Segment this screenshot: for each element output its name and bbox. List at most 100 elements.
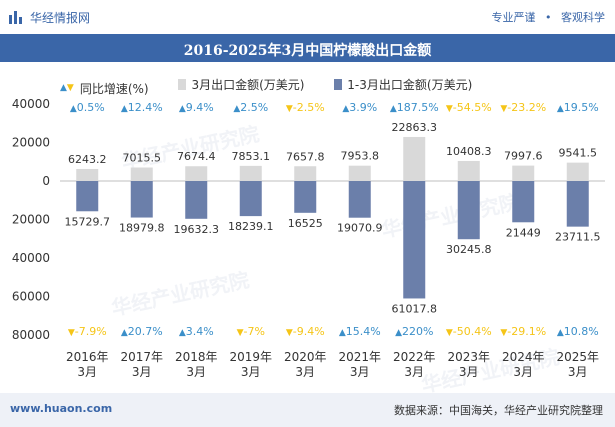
- y-tick-label: 20000: [12, 213, 50, 227]
- title-band: [0, 34, 615, 62]
- bar-march: [348, 165, 371, 181]
- bar-march: [457, 160, 480, 181]
- growth-label-bottom: ▲10.8%: [557, 325, 599, 338]
- data-label-march: 22863.3: [392, 121, 438, 134]
- data-label-q1: 18239.1: [228, 220, 274, 233]
- legend-label-march: 3月出口金额(万美元): [191, 78, 305, 92]
- x-tick-label: 2019年 3月: [229, 350, 272, 379]
- growth-label-top: ▲2.5%: [233, 101, 268, 114]
- data-label-march: 6243.2: [68, 153, 107, 166]
- legend-label-q1: 1-3月出口金额(万美元): [347, 78, 473, 92]
- footer-website[interactable]: www.huaon.com: [10, 402, 113, 415]
- x-tick-label: 2022年 3月: [393, 350, 436, 379]
- bar-march: [512, 165, 535, 181]
- legend-label-growth: 同比增速(%): [79, 81, 149, 96]
- growth-label-top: ▼-23.2%: [500, 101, 546, 114]
- bar-q1: [185, 181, 208, 219]
- data-label-march: 7657.8: [286, 150, 325, 163]
- chart-title: 2016-2025年3月中国柠檬酸出口金额: [183, 43, 432, 59]
- x-tick-label: 2025年 3月: [556, 350, 599, 379]
- bar-q1: [348, 181, 371, 218]
- bar-march: [76, 168, 99, 181]
- growth-label-bottom: ▼-29.1%: [500, 325, 546, 338]
- growth-label-bottom: ▲220%: [395, 325, 433, 338]
- y-tick-label: 40000: [12, 97, 50, 111]
- data-label-march: 7853.1: [232, 150, 271, 163]
- growth-label-bottom: ▲15.4%: [339, 325, 381, 338]
- data-label-march: 7997.6: [504, 150, 543, 163]
- growth-label-top: ▲19.5%: [557, 101, 599, 114]
- bar-logo-icon: [9, 11, 22, 24]
- x-tick-label: 2024年 3月: [502, 350, 545, 379]
- data-label-march: 10408.3: [446, 145, 492, 158]
- data-label-q1: 19070.9: [337, 222, 383, 235]
- bar-q1: [130, 181, 153, 218]
- growth-label-top: ▲9.4%: [179, 101, 214, 114]
- bar-q1: [512, 181, 535, 223]
- data-label-q1: 61017.8: [392, 302, 438, 315]
- bar-q1: [457, 181, 480, 240]
- legend-triangle-icon: ▲▼: [60, 83, 74, 93]
- top-bar: 华经情报网 专业严谨 • 客观科学: [0, 0, 615, 34]
- bar-chart: 40000 20000 0 20000 40000 60000 80000 6243.2 157…: [12, 97, 605, 379]
- growth-label-bottom: ▼-50.4%: [446, 325, 492, 338]
- data-label-q1: 21449: [506, 226, 541, 239]
- bar-march: [185, 166, 208, 181]
- y-tick-label: 20000: [12, 136, 50, 150]
- y-tick-label: 40000: [12, 251, 50, 265]
- legend-swatch-q1: [334, 79, 343, 90]
- bar-march: [566, 162, 589, 181]
- y-tick-label: 80000: [12, 328, 50, 342]
- x-tick-label: 2023年 3月: [447, 350, 490, 379]
- footer-band: [0, 393, 615, 427]
- x-tick-label: 2018年 3月: [175, 350, 218, 379]
- growth-label-bottom: ▼-9.4%: [286, 325, 325, 338]
- x-tick-label: 2020年 3月: [284, 350, 327, 379]
- data-label-march: 9541.5: [559, 147, 598, 160]
- bar-march: [239, 165, 262, 181]
- data-label-q1: 19632.3: [174, 223, 220, 236]
- growth-label-top: ▲0.5%: [70, 101, 105, 114]
- data-label-march: 7674.4: [177, 150, 216, 163]
- top-link-objective[interactable]: 客观科学: [561, 11, 605, 24]
- growth-label-top: ▲187.5%: [390, 101, 439, 114]
- top-links: 专业严谨 • 客观科学: [492, 9, 606, 25]
- bar-q1: [76, 181, 99, 212]
- growth-label-top: ▼-2.5%: [286, 101, 325, 114]
- bar-march: [130, 167, 153, 181]
- y-tick-label: 0: [42, 174, 50, 188]
- x-tick-label: 2017年 3月: [120, 350, 163, 379]
- footer-source: 数据来源：中国海关，华经产业研究院整理: [394, 404, 603, 417]
- growth-label-bottom: ▼-7%: [237, 325, 265, 338]
- top-link-professional[interactable]: 专业严谨: [491, 11, 536, 24]
- dot-separator-icon: •: [545, 11, 552, 24]
- growth-label-bottom: ▲20.7%: [121, 325, 163, 338]
- data-label-q1: 16525: [288, 217, 323, 230]
- data-label-march: 7953.8: [341, 150, 380, 163]
- x-tick-label: 2021年 3月: [338, 350, 381, 379]
- growth-label-top: ▼-54.5%: [446, 101, 492, 114]
- y-tick-label: 60000: [12, 290, 50, 304]
- legend-swatch-march: [178, 79, 187, 90]
- bar-q1: [566, 181, 589, 227]
- legend-item-q1: 1-3月出口金额(万美元): [334, 76, 472, 93]
- chart-legend: ▲▼ 同比增速(%) 3月出口金额(万美元) 1-3月出口金额(万美元): [60, 76, 498, 96]
- legend-item-march: 3月出口金额(万美元): [178, 76, 304, 93]
- bar-q1: [239, 181, 262, 217]
- data-label-q1: 23711.5: [555, 231, 601, 244]
- bar-q1: [294, 181, 317, 213]
- growth-label-bottom: ▲3.4%: [179, 325, 214, 338]
- growth-label-top: ▲12.4%: [121, 101, 163, 114]
- growth-label-bottom: ▼-7.9%: [68, 325, 107, 338]
- data-label-q1: 18979.8: [119, 222, 165, 235]
- site-name[interactable]: 华经情报网: [30, 11, 91, 25]
- growth-label-top: ▲3.9%: [342, 101, 377, 114]
- legend-item-growth: ▲▼ 同比增速(%): [60, 80, 149, 97]
- data-label-q1: 30245.8: [446, 243, 492, 256]
- data-label-march: 7015.5: [123, 151, 162, 164]
- x-tick-label: 2016年 3月: [66, 350, 109, 379]
- data-label-q1: 15729.7: [65, 215, 111, 228]
- bar-march: [403, 136, 426, 181]
- bar-q1: [403, 181, 426, 299]
- bar-march: [294, 166, 317, 181]
